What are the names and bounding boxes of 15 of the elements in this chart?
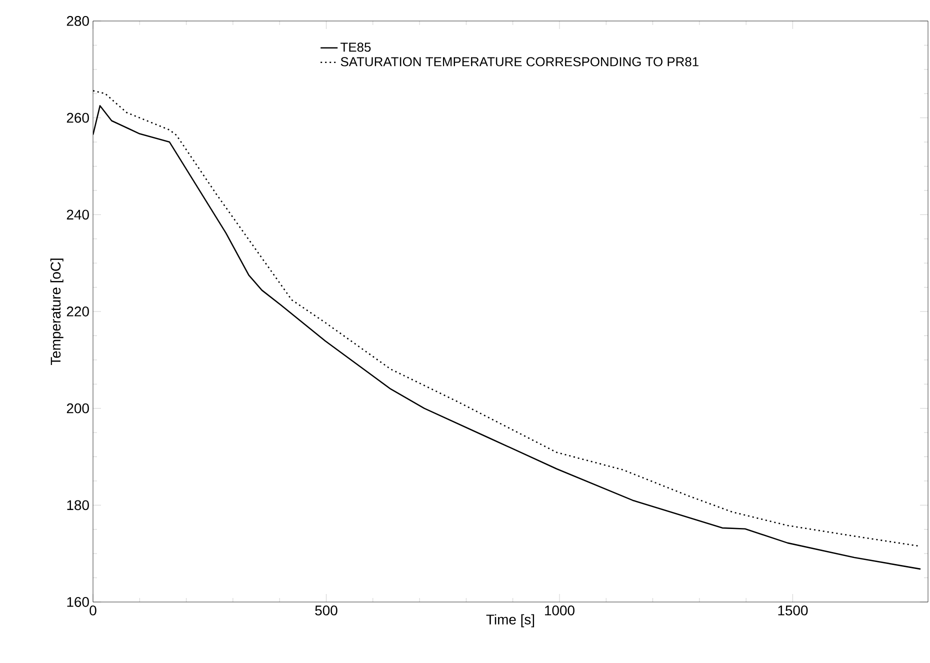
y-tick-label: 280 bbox=[66, 16, 89, 26]
x-tick-label: 1500 bbox=[778, 606, 808, 616]
x-tick-label: 0 bbox=[90, 606, 96, 616]
legend-label: SATURATION TEMPERATURE CORRESPONDING TO PR81 bbox=[340, 57, 698, 66]
legend-label: TE85 bbox=[340, 42, 371, 52]
y-axis-title: Temperature [oC] bbox=[50, 258, 64, 366]
y-tick-label: 220 bbox=[66, 306, 89, 316]
y-tick-label: 260 bbox=[66, 112, 89, 123]
x-tick-label: 500 bbox=[315, 606, 338, 616]
y-tick-label: 240 bbox=[66, 210, 89, 220]
x-axis-title: Time [s] bbox=[486, 614, 534, 628]
y-tick-label: 180 bbox=[67, 500, 89, 510]
x-tick-label: 1000 bbox=[545, 606, 574, 616]
y-tick-label: 160 bbox=[67, 597, 89, 607]
y-tick-label: 200 bbox=[66, 403, 89, 414]
